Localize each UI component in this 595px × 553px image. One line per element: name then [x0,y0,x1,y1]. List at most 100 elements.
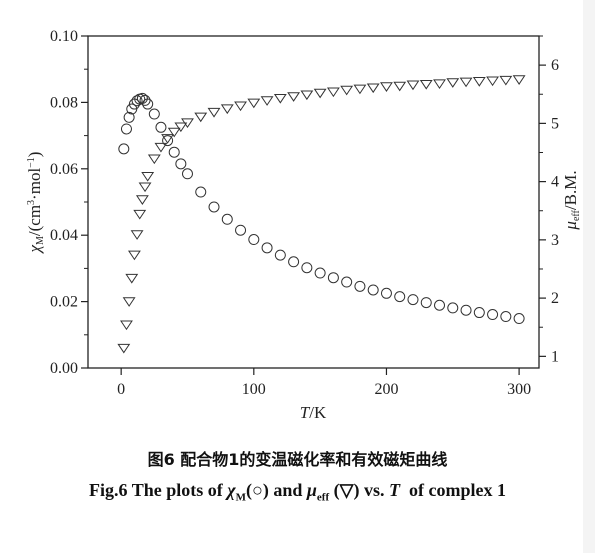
chi-m-point [261,242,273,254]
mu-eff-point [459,77,473,88]
caption-english: Fig.6 The plots of χM(○) and μeff (▽) vs… [0,480,595,504]
caption-en-p3: (▽) vs. [329,480,389,500]
plot-frame [87,35,540,369]
chi-m-point [407,294,419,306]
y-left-sub: M [35,236,46,245]
magnetic-chart: 0 100 200 300 0.00 0.02 0.04 0.06 0.08 0.10 1 2 3 4 5 6… [25,28,582,422]
y-left-tick-label: 0.08 [50,94,78,111]
mu-eff-point [406,80,420,91]
ticks-layer: 0 100 200 300 0.00 0.02 0.04 0.06 0.08 0.10 1 2 3 4 5 6 [50,28,559,398]
x-axis-title: T/K [300,403,327,422]
chi-m-point [221,213,233,225]
y-left-axis-title: χM/(cm3·mol−1) [25,152,46,255]
caption-en-mu-sub: eff [316,491,330,504]
chi-m-point [301,262,313,274]
mu-eff-point [353,84,367,95]
chi-m-point [118,143,130,155]
chi-m-point [123,111,135,123]
caption-en-p1: Fig.6 The plots of [89,480,228,500]
mu-eff-point [138,182,152,193]
mu-eff-point [167,127,181,138]
y-left-sup1: 3 [26,200,37,205]
mu-eff-point [433,79,446,90]
mu-eff-point [499,75,513,86]
chi-m-point [473,307,485,319]
y-right-tick-label: 1 [551,348,559,365]
caption-en-p4: of complex 1 [399,480,506,500]
chi-m-point [288,256,300,268]
series-mu-eff [117,75,526,354]
chi-m-point [155,121,167,133]
chi-m-point [131,95,143,107]
y-right-unit: /B.M. [561,170,580,210]
caption-en-p2: (○) and [246,480,307,500]
chi-m-point [447,302,459,314]
y-right-tick-label: 3 [551,232,559,249]
chi-m-point [235,224,247,236]
mu-eff-point [154,142,168,153]
chi-m-point [327,272,339,284]
chi-m-point [341,276,353,288]
x-tick-label: 100 [242,381,266,398]
chi-m-point [175,158,187,170]
mu-eff-point [220,104,234,115]
caption-en-mu: μ [306,480,317,500]
mu-eff-point [260,96,274,106]
chi-m-point [354,280,366,292]
y-right-sub: eff [571,209,582,221]
chi-m-point [248,234,260,246]
y-left-tick-label: 0.06 [50,161,78,178]
mu-eff-point [141,171,155,182]
caption-en-chi-sub: M [235,491,246,504]
mu-eff-point [380,82,393,92]
y-left-sup2: −1 [26,157,37,168]
chi-m-point [500,311,512,323]
mu-eff-point [234,101,247,112]
y-left-tick-label: 0.02 [50,294,78,311]
mu-eff-point [273,93,287,104]
mu-eff-point [181,118,194,129]
mu-eff-point [194,112,208,123]
y-left-tick-label: 0.00 [50,360,78,377]
series-chi-m [118,92,525,325]
mu-eff-point [133,209,147,220]
mu-eff-point [366,83,380,94]
chi-m-point [420,297,432,309]
mu-eff-point [287,92,301,102]
caption-en-T: T [388,480,400,500]
y-right-tick-label: 5 [551,115,559,132]
chi-m-point [148,108,160,120]
chi-m-point [513,313,525,325]
chi-m-point [208,201,220,213]
chi-m-point [162,135,174,147]
caption-en-chi: χ [227,480,236,500]
chi-m-point [168,146,180,158]
mu-eff-point [512,75,526,85]
x-axis-var: T [300,403,311,422]
y-right-sym: μ [561,221,580,231]
mu-eff-point [135,195,149,205]
y-left-tick-label: 0.04 [50,227,78,244]
mu-eff-point [122,297,136,307]
mu-eff-point [117,343,131,354]
chi-m-point [139,94,151,106]
mu-eff-point [247,98,261,109]
chi-m-point [434,299,446,311]
chi-m-point [274,249,286,261]
mu-eff-point [313,88,327,99]
y-left-mid: ·mol [25,168,44,200]
chi-m-point [142,98,154,110]
chi-m-point [460,304,472,316]
y-right-axis-title: μeff/B.M. [561,170,582,230]
x-tick-label: 0 [117,381,125,398]
y-right-tick-label: 6 [551,57,559,74]
y-left-pre-unit: /(cm [25,205,44,236]
mu-eff-point [326,87,340,98]
chi-m-point [126,103,138,115]
mu-eff-point [419,79,433,90]
page-edge-strip [583,0,595,553]
chi-m-point [120,123,132,135]
mu-eff-point [130,230,144,240]
mu-eff-point [486,76,500,87]
mu-eff-point [174,122,188,133]
